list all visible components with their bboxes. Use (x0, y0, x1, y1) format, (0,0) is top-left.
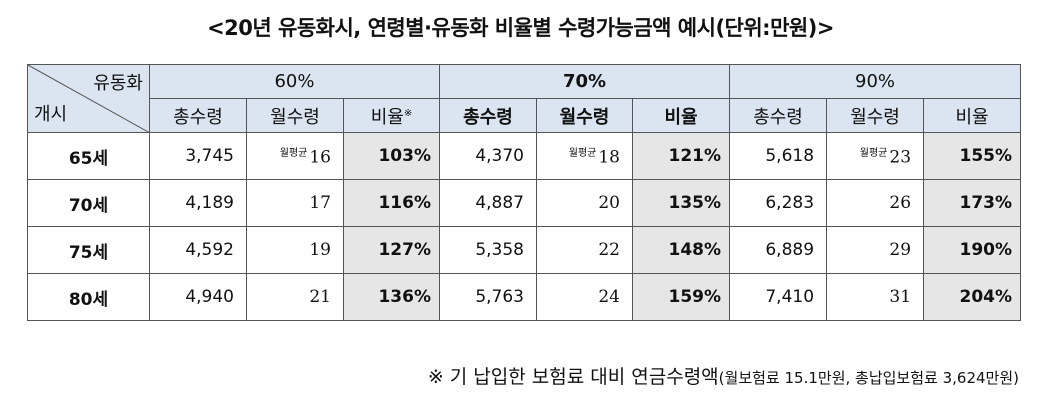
ratio-cell: 190% (923, 226, 1022, 274)
ratio-cell: 121% (631, 132, 731, 180)
table-row: 70세 4,189 17 116% 4,887 20 135% 6,283 26… (27, 179, 1022, 227)
monthly-cell: 22 (536, 226, 633, 274)
monthly-cell: 26 (826, 179, 925, 227)
ratio-cell: 127% (343, 226, 440, 274)
total-cell: 4,887 (439, 179, 537, 227)
ratio-cell: 135% (631, 179, 731, 227)
group-header-70: 70% (438, 64, 731, 99)
group-header-90: 90% (729, 64, 1022, 99)
age-cell: 65세 (27, 132, 150, 180)
ratio-cell: 103% (343, 132, 440, 180)
total-cell: 5,618 (729, 132, 828, 180)
corner-label-start: 개시 (34, 104, 68, 125)
ratio-cell: 173% (923, 179, 1022, 227)
age-cell: 70세 (27, 179, 150, 227)
footnote: ※ 기 납입한 보험료 대비 연금수령액(월보험료 15.1만원, 총납입보험료… (428, 362, 1019, 389)
monthly-cell: 24 (536, 273, 633, 321)
avg-label: 월평균 (859, 148, 888, 160)
table-row: 75세 4,592 19 127% 5,358 22 148% 6,889 29… (27, 226, 1022, 274)
monthly-cell: 20 (536, 179, 633, 227)
monthly-cell: 19 (246, 226, 344, 274)
monthly-cell: 월평균 18 (536, 132, 633, 180)
col-header-total: 총수령 (439, 98, 537, 133)
diagonal-divider (28, 65, 149, 132)
avg-label: 월평균 (279, 148, 308, 160)
total-cell: 4,370 (439, 132, 537, 180)
ratio-cell: 116% (343, 179, 440, 227)
total-cell: 4,940 (149, 273, 247, 321)
table-row: 65세 3,745 월평균 16 103% 4,370 월평균 18 121% 5,… (27, 132, 1022, 180)
total-cell: 5,358 (439, 226, 537, 274)
total-cell: 4,592 (149, 226, 247, 274)
col-header-total: 총수령 (729, 98, 828, 133)
monthly-cell: 21 (246, 273, 344, 321)
col-header-monthly: 월수령 (536, 98, 633, 133)
monthly-cell: 29 (826, 226, 925, 274)
col-header-total: 총수령 (149, 98, 247, 133)
ratio-cell: 136% (343, 273, 440, 321)
page-title: <20년 유동화시, 연령별·유동화 비율별 수령가능금액 예시(단위:만원)> (207, 16, 834, 40)
group-header-60: 60% (149, 64, 440, 99)
monthly-cell: 31 (826, 273, 925, 321)
col-header-ratio: 비율 (923, 98, 1022, 133)
ratio-cell: 148% (631, 226, 731, 274)
footnote-main: ※ 기 납입한 보험료 대비 연금수령액 (427, 366, 719, 388)
corner-header-cell: 유동화 개시 (27, 64, 150, 133)
ratio-cell: 204% (923, 273, 1022, 321)
footnote-detail: (월보험료 15.1만원, 총납입보험료 3,624만원) (718, 369, 1019, 387)
col-header-ratio: 비율※ (343, 98, 440, 133)
total-cell: 3,745 (149, 132, 247, 180)
total-cell: 5,763 (439, 273, 537, 321)
total-cell: 6,889 (729, 226, 828, 274)
col-header-monthly: 월수령 (826, 98, 925, 133)
age-cell: 80세 (27, 273, 150, 321)
corner-label-securitization: 유동화 (93, 73, 143, 94)
total-cell: 7,410 (729, 273, 828, 321)
col-header-monthly: 월수령 (246, 98, 344, 133)
monthly-cell: 17 (246, 179, 344, 227)
monthly-cell: 월평균 16 (246, 132, 344, 180)
annuity-table: 유동화 개시 60% 70% 90% 총수령 월수령 비율※ 총수령 월수령 비… (27, 64, 1022, 321)
avg-label: 월평균 (568, 148, 597, 160)
subheader-row: 총수령 월수령 비율※ 총수령 월수령 비율 총수령 월수령 비율 (28, 98, 1022, 133)
monthly-cell: 월평균 23 (826, 132, 925, 180)
ratio-cell: 159% (631, 273, 731, 321)
total-cell: 6,283 (729, 179, 828, 227)
ratio-cell: 155% (923, 132, 1022, 180)
table-row: 80세 4,940 21 136% 5,763 24 159% 7,410 31… (27, 273, 1022, 321)
col-header-ratio: 비율 (631, 98, 731, 133)
total-cell: 4,189 (149, 179, 247, 227)
age-cell: 75세 (27, 226, 150, 274)
